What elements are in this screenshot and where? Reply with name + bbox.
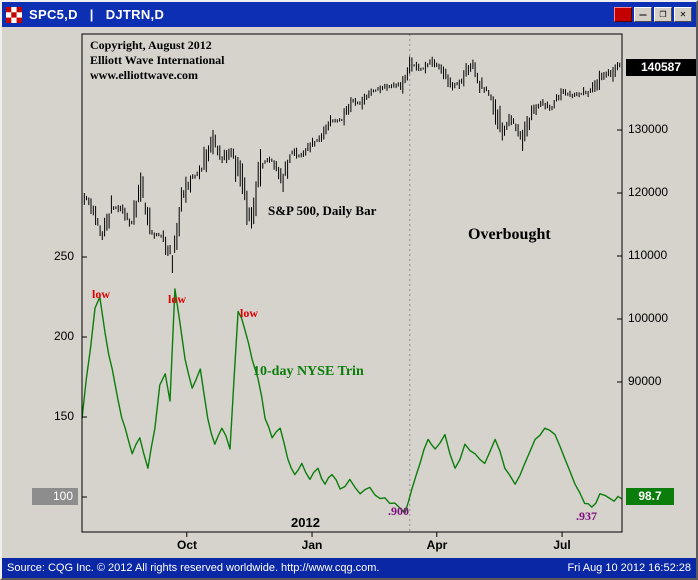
series-label-sp500: S&P 500, Daily Bar <box>268 203 377 218</box>
x-axis-label-jan: Jan <box>301 538 323 552</box>
status-bar: Source: CQG Inc. © 2012 All rights reser… <box>2 558 696 578</box>
left-axis-tick-250: 250 <box>53 249 74 263</box>
trough-annotation-900: .900 <box>388 504 409 518</box>
chart-area: 250 200 150 100 140587 130000 120000 110… <box>2 27 696 558</box>
trough-annotation-937: .937 <box>576 509 597 523</box>
x-axis-label-apr: Apr <box>426 538 448 552</box>
last-price-box: 140587 <box>626 59 696 76</box>
right-axis-tick-110000: 110000 <box>628 248 668 262</box>
chart-plot-area[interactable] <box>2 27 696 558</box>
low-annotation-1: low <box>92 287 110 301</box>
copyright-line-3: www.elliottwave.com <box>90 68 198 82</box>
right-axis-tick-100000: 100000 <box>628 311 669 325</box>
copyright-note: Copyright, August 2012 Elliott Wave Inte… <box>90 38 224 83</box>
status-source-text: Source: CQG Inc. © 2012 All rights reser… <box>7 562 380 574</box>
copyright-line-2: Elliott Wave International <box>90 53 225 67</box>
window-title: SPC5,D | DJTRN,D <box>29 7 164 22</box>
series-label-trin: 10-day NYSE Trin <box>253 364 364 379</box>
trin-last-value-box: 98.7 <box>626 488 674 505</box>
title-symbol-left: SPC5,D <box>29 7 78 22</box>
title-bar: SPC5,D | DJTRN,D — ❐ ✕ <box>2 2 696 27</box>
left-axis-tick-150: 150 <box>53 409 74 423</box>
minimize-button[interactable]: — <box>634 7 652 22</box>
left-axis-tick-100-highlight: 100 <box>32 488 78 505</box>
right-axis-tick-120000: 120000 <box>628 185 669 199</box>
overbought-annotation: Overbought <box>468 226 551 243</box>
status-datetime: Fri Aug 10 2012 16:52:28 <box>567 562 691 574</box>
low-annotation-3: low <box>240 306 258 320</box>
copyright-line-1: Copyright, August 2012 <box>90 38 212 52</box>
left-axis-tick-200: 200 <box>53 329 74 343</box>
maximize-button[interactable]: ❐ <box>654 7 672 22</box>
x-axis-label-oct: Oct <box>176 538 197 552</box>
x-axis-label-jul: Jul <box>553 538 571 552</box>
low-annotation-2: low <box>168 292 186 306</box>
right-axis-tick-90000: 90000 <box>628 374 662 388</box>
right-axis-tick-130000: 130000 <box>628 122 669 136</box>
app-red-button[interactable] <box>614 7 632 22</box>
window-controls: — ❐ ✕ <box>614 7 692 22</box>
title-separator: | <box>89 7 94 22</box>
close-button[interactable]: ✕ <box>674 7 692 22</box>
title-symbol-right: DJTRN,D <box>105 7 165 22</box>
year-label: 2012 <box>291 515 320 530</box>
cqg-app-icon <box>6 6 22 23</box>
